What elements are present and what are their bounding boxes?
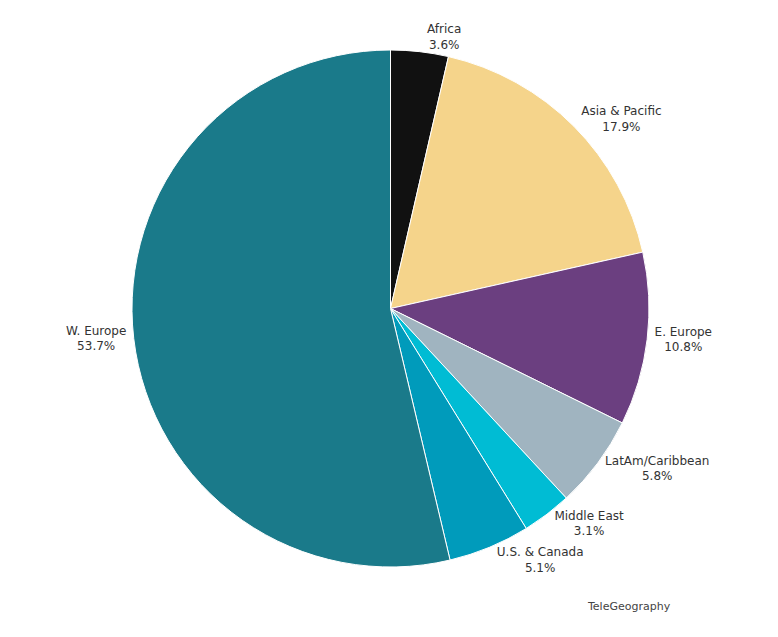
svg-text:Asia & Pacific17.9%: Asia & Pacific17.9% [581,104,661,134]
svg-text:Africa3.6%: Africa3.6% [427,22,461,52]
svg-text:U.S. & Canada5.1%: U.S. & Canada5.1% [497,545,584,575]
svg-text:TeleGeography: TeleGeography [587,600,671,613]
svg-text:Middle East3.1%: Middle East3.1% [554,509,624,539]
svg-text:W. Europe53.7%: W. Europe53.7% [66,324,126,354]
svg-text:LatAm/Caribbean5.8%: LatAm/Caribbean5.8% [605,454,709,484]
svg-text:E. Europe10.8%: E. Europe10.8% [655,325,712,355]
